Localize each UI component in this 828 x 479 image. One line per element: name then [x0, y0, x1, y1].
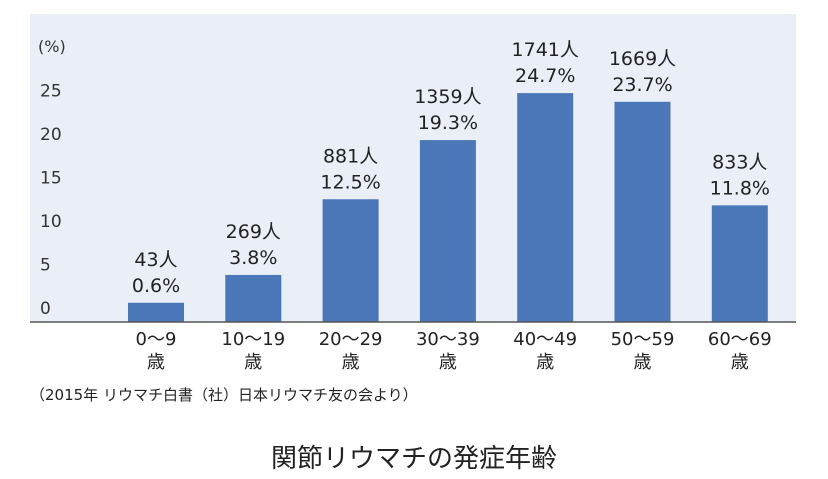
- bar-percent-label: 0.6%: [132, 275, 180, 297]
- bar-chart: (%) 0 5 10 15 20 25 43人 0.6% 269人 3.8% 881人 12.5% 13…: [30, 14, 796, 373]
- bar: [419, 140, 476, 322]
- y-tick-label: 15: [40, 169, 62, 189]
- x-tick-unit: 歳: [731, 352, 749, 373]
- bar-count-label: 1741人: [512, 39, 579, 61]
- x-tick-label: 50〜59: [611, 329, 675, 350]
- x-tick-label: 10〜19: [221, 329, 285, 350]
- bar-percent-label: 24.7%: [515, 65, 575, 87]
- bar-count-label: 833人: [712, 151, 767, 173]
- bar-percent-label: 19.3%: [418, 112, 478, 134]
- bar: [517, 93, 574, 322]
- y-axis: (%) 0 5 10 15 20 25: [38, 37, 66, 319]
- x-tick-unit: 歳: [439, 352, 457, 373]
- bar-count-label: 1359人: [414, 86, 481, 108]
- bar: [128, 302, 184, 322]
- bar-count-label: 43人: [134, 249, 177, 271]
- x-tick-unit: 歳: [342, 352, 360, 373]
- bar-percent-label: 12.5%: [320, 171, 380, 193]
- bar-labels: 43人 0.6% 269人 3.8% 881人 12.5% 1359人 19.3% 1741人 2…: [132, 39, 770, 297]
- bar: [711, 205, 768, 322]
- x-tick-label: 0〜9: [136, 329, 177, 350]
- bar: [322, 199, 379, 322]
- x-tick-label: 30〜39: [416, 329, 480, 350]
- bar-percent-label: 3.8%: [229, 247, 277, 269]
- x-tick-unit: 歳: [536, 352, 554, 373]
- y-tick-label: 5: [40, 256, 51, 276]
- bar-count-label: 269人: [226, 221, 281, 243]
- x-tick-unit: 歳: [147, 352, 165, 373]
- x-tick-label: 40〜49: [513, 329, 577, 350]
- bar-percent-label: 11.8%: [710, 177, 770, 199]
- x-tick-label: 20〜29: [319, 329, 383, 350]
- bar-count-label: 1669人: [609, 48, 676, 70]
- x-tick-unit: 歳: [244, 352, 262, 373]
- bars: [128, 93, 768, 322]
- bar-percent-label: 23.7%: [612, 74, 672, 96]
- y-tick-label: 20: [40, 125, 62, 145]
- bar: [614, 101, 671, 322]
- y-tick-label: 10: [40, 212, 62, 232]
- x-tick-label: 60〜69: [708, 329, 772, 350]
- y-tick-label: 25: [40, 82, 62, 102]
- y-axis-label: (%): [38, 37, 66, 56]
- bar-count-label: 881人: [323, 145, 378, 167]
- x-tick-unit: 歳: [634, 352, 652, 373]
- y-tick-label: 0: [40, 299, 51, 319]
- chart-caption: 関節リウマチの発症年齢: [270, 444, 557, 474]
- bar: [225, 274, 282, 322]
- source-note: （2015年 リウマチ白書（社）日本リウマチ友の会より）: [30, 386, 418, 404]
